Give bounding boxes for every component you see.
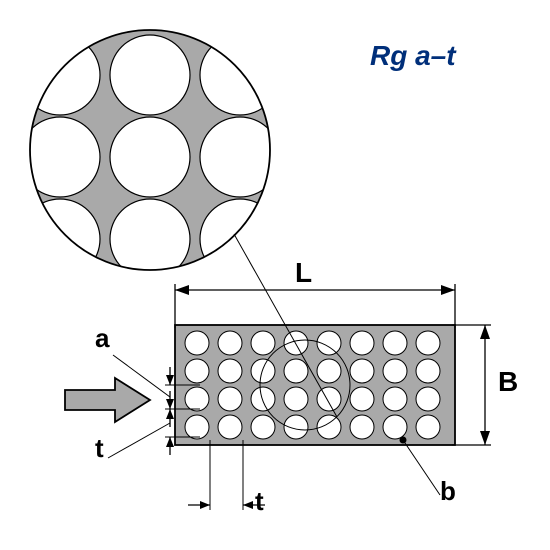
feed-direction-arrow [65, 378, 150, 422]
diagram-stage: Rg a–t LBattb [0, 0, 550, 550]
perforated-sheet [175, 325, 455, 445]
diagram-svg: L Ba t t b [0, 0, 550, 550]
label-t-horiz: t [255, 486, 264, 516]
label-b-margin: b [440, 476, 456, 506]
label-B: B [498, 366, 518, 397]
label-L: L [295, 257, 312, 288]
label-t-vert: t [95, 433, 104, 463]
label-a: a [95, 323, 110, 353]
magnifier-view [20, 25, 280, 279]
